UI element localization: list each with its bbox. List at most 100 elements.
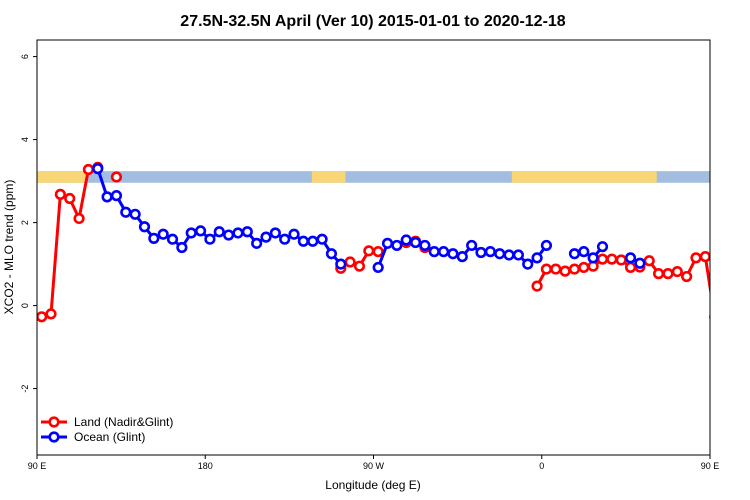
data-point bbox=[129, 208, 141, 220]
data-point bbox=[241, 226, 253, 238]
legend: Land (Nadir&Glint) Ocean (Glint) bbox=[41, 415, 173, 444]
data-point bbox=[699, 251, 710, 263]
data-point bbox=[662, 268, 674, 280]
strip-land-segment bbox=[646, 171, 657, 183]
data-point bbox=[578, 246, 590, 258]
data-point bbox=[92, 163, 104, 175]
data-point bbox=[213, 226, 225, 238]
data-point bbox=[82, 163, 95, 176]
data-point bbox=[690, 252, 702, 264]
data-point bbox=[251, 237, 263, 249]
data-point bbox=[157, 228, 169, 240]
data-point bbox=[729, 313, 738, 322]
series-ocean bbox=[92, 163, 646, 274]
data-point bbox=[297, 235, 309, 247]
data-point bbox=[484, 246, 496, 258]
data-point bbox=[372, 261, 384, 274]
data-point bbox=[503, 249, 515, 261]
series-group bbox=[37, 161, 747, 324]
x-tick-label: 180 bbox=[198, 461, 213, 471]
data-point bbox=[634, 257, 646, 269]
x-axis-label: Longitude (deg E) bbox=[325, 478, 420, 492]
data-point bbox=[37, 311, 48, 323]
x-tick-label: 90 W bbox=[363, 461, 385, 471]
legend-label-ocean: Ocean (Glint) bbox=[74, 430, 145, 444]
data-point bbox=[596, 253, 609, 265]
data-point bbox=[64, 192, 76, 205]
x-tick-label: 90 E bbox=[701, 461, 720, 471]
data-point bbox=[494, 248, 506, 260]
data-point bbox=[540, 239, 553, 252]
data-point bbox=[531, 280, 543, 292]
data-point bbox=[223, 229, 235, 241]
chart-title: 27.5N-32.5N April (Ver 10) 2015-01-01 to… bbox=[180, 13, 566, 30]
y-tick-label: 6 bbox=[20, 54, 30, 59]
data-point bbox=[522, 258, 534, 270]
data-point bbox=[325, 248, 338, 260]
y-tick-label: -2 bbox=[20, 385, 30, 393]
data-point bbox=[363, 245, 375, 257]
data-point bbox=[110, 171, 123, 183]
data-point bbox=[54, 188, 66, 200]
data-point bbox=[185, 227, 197, 239]
x-tick-label: 90 E bbox=[28, 461, 47, 471]
data-point bbox=[335, 258, 347, 270]
data-point bbox=[400, 234, 412, 246]
legend-marker-land bbox=[48, 416, 60, 428]
strip-land-segment bbox=[77, 171, 88, 183]
y-tick-label: 2 bbox=[20, 220, 30, 225]
data-point bbox=[652, 268, 665, 280]
data-point bbox=[512, 249, 524, 261]
data-point bbox=[120, 206, 132, 218]
data-point bbox=[671, 265, 683, 278]
data-point bbox=[73, 212, 85, 225]
data-point bbox=[316, 233, 328, 245]
data-point bbox=[166, 233, 179, 245]
data-point bbox=[148, 232, 160, 244]
data-point bbox=[447, 248, 459, 260]
data-point bbox=[176, 241, 188, 254]
data-point bbox=[550, 263, 562, 275]
data-point bbox=[568, 263, 581, 275]
data-point bbox=[709, 313, 710, 320]
plot-frame bbox=[36, 39, 711, 456]
data-point bbox=[372, 246, 384, 258]
data-point bbox=[232, 227, 244, 239]
data-point bbox=[568, 248, 581, 260]
legend-marker-ocean bbox=[48, 431, 60, 443]
data-point bbox=[138, 221, 151, 233]
data-point bbox=[624, 252, 637, 264]
data-point bbox=[531, 252, 543, 264]
data-point bbox=[110, 190, 123, 202]
data-point bbox=[578, 261, 590, 274]
data-point bbox=[353, 260, 366, 272]
strip-ocean bbox=[37, 171, 710, 183]
data-point bbox=[101, 191, 113, 203]
data-point bbox=[606, 253, 618, 265]
data-point bbox=[624, 261, 637, 274]
strip-land-segment bbox=[511, 171, 647, 183]
data-point bbox=[738, 310, 747, 319]
data-point bbox=[288, 228, 300, 240]
data-point bbox=[456, 251, 468, 263]
data-point bbox=[204, 233, 216, 245]
data-point bbox=[279, 233, 291, 245]
data-point bbox=[466, 239, 478, 252]
legend-label-land: Land (Nadir&Glint) bbox=[74, 415, 173, 429]
data-point bbox=[559, 265, 571, 277]
y-tick-label: 0 bbox=[20, 303, 30, 308]
series-line bbox=[535, 255, 710, 297]
strip-land-segment bbox=[311, 171, 346, 183]
data-point bbox=[587, 252, 599, 264]
data-point bbox=[419, 239, 431, 252]
data-point bbox=[643, 255, 655, 267]
data-point bbox=[381, 237, 394, 249]
data-point bbox=[596, 241, 609, 253]
data-point bbox=[720, 315, 729, 324]
data-point bbox=[540, 263, 553, 275]
data-point bbox=[260, 231, 272, 243]
data-point bbox=[438, 246, 450, 258]
data-point bbox=[409, 236, 422, 249]
x-tick-label: 0 bbox=[539, 461, 544, 471]
